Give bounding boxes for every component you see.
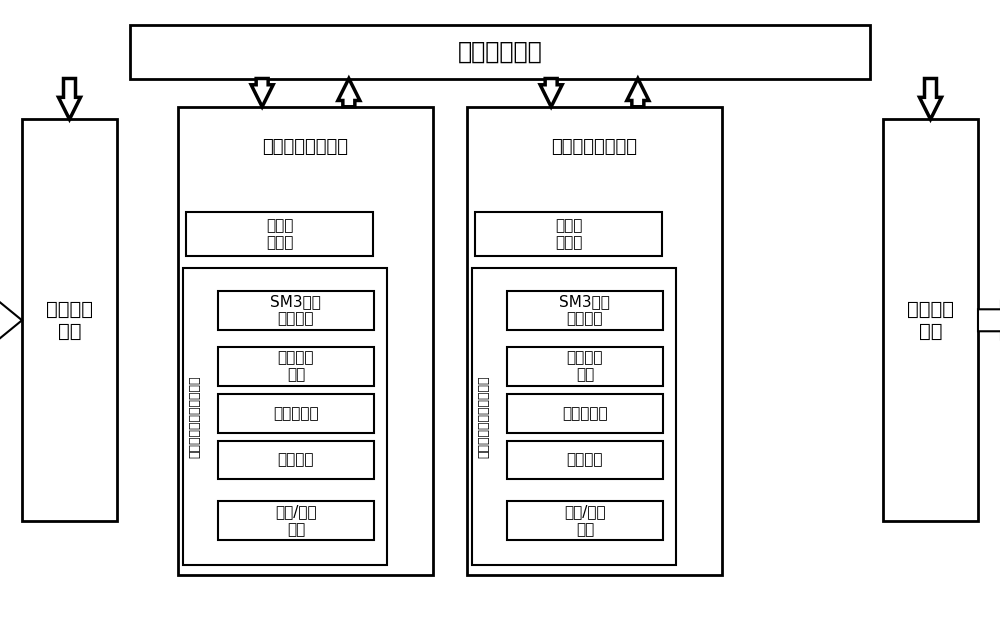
Text: 模加/模减
模块: 模加/模减 模块: [564, 505, 606, 537]
Text: SM3密码
杂凑模块: SM3密码 杂凑模块: [270, 294, 321, 327]
Bar: [218, 394, 374, 433]
Text: 数据输出
单元: 数据输出 单元: [907, 300, 954, 341]
Bar: [507, 291, 663, 330]
Polygon shape: [0, 300, 22, 340]
Bar: [467, 107, 722, 575]
Bar: [883, 119, 978, 521]
Text: 数据输入
单元: 数据输入 单元: [46, 300, 93, 341]
Text: 改进的相关运算的运算器: 改进的相关运算的运算器: [188, 376, 201, 458]
Polygon shape: [978, 300, 1000, 340]
Text: 改进的相关运算的运算器: 改进的相关运算的运算器: [477, 376, 490, 458]
Bar: [472, 268, 676, 565]
Text: 数字签名生成模块: 数字签名生成模块: [552, 138, 638, 156]
Bar: [218, 441, 374, 479]
Text: 轻量级
模乘器: 轻量级 模乘器: [266, 218, 293, 251]
Bar: [218, 347, 374, 386]
Text: 模逆模块: 模逆模块: [567, 453, 603, 467]
Bar: [130, 25, 870, 78]
Text: 点乘运算
模块: 点乘运算 模块: [278, 350, 314, 382]
Text: SM3密码
杂凑模块: SM3密码 杂凑模块: [560, 294, 610, 327]
Bar: [507, 347, 663, 386]
Bar: [507, 501, 663, 540]
Polygon shape: [338, 78, 360, 107]
Text: 点运算模块: 点运算模块: [273, 406, 319, 421]
Text: 点乘运算
模块: 点乘运算 模块: [567, 350, 603, 382]
Text: 点运算模块: 点运算模块: [562, 406, 608, 421]
Text: 模逆模块: 模逆模块: [278, 453, 314, 467]
Text: 轻量级
模乘器: 轻量级 模乘器: [555, 218, 582, 251]
Bar: [218, 501, 374, 540]
Text: 顶层控制模块: 顶层控制模块: [458, 40, 542, 64]
Bar: [218, 291, 374, 330]
Text: 模加/模减
模块: 模加/模减 模块: [275, 505, 317, 537]
Bar: [475, 212, 662, 256]
Polygon shape: [251, 78, 273, 107]
Bar: [507, 394, 663, 433]
Bar: [183, 268, 387, 565]
Bar: [186, 212, 373, 256]
Bar: [507, 441, 663, 479]
Polygon shape: [59, 78, 80, 119]
Bar: [22, 119, 117, 521]
Bar: [178, 107, 433, 575]
Polygon shape: [627, 78, 649, 107]
Text: 数字签名验证模块: 数字签名验证模块: [262, 138, 349, 156]
Polygon shape: [920, 78, 942, 119]
Polygon shape: [540, 78, 562, 107]
